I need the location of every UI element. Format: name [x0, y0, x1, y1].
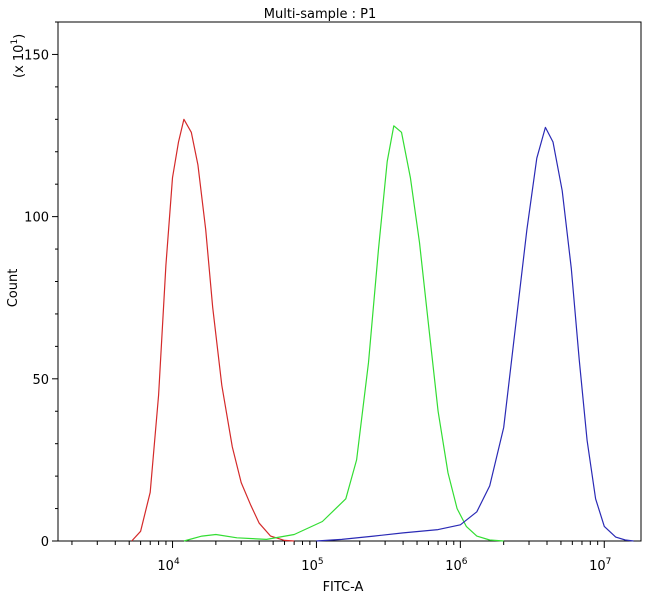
y-tick-label: 100 — [24, 211, 49, 226]
x-axis-label: FITC-A — [323, 580, 364, 595]
svg-text:(x 101): (x 101) — [10, 34, 27, 78]
y-multiplier-text: (x 10 — [12, 45, 27, 78]
y-tick-label: 50 — [32, 373, 49, 388]
data-series — [131, 118, 634, 542]
y-tick-label: 0 — [41, 535, 49, 550]
y-axis-multiplier: (x 101) — [10, 34, 27, 78]
plot-frame — [57, 21, 642, 542]
x-tick-label: 107 — [589, 557, 611, 574]
series-line-2 — [183, 125, 504, 542]
chart-title: Multi-sample : P1 — [264, 7, 377, 22]
series-line-3 — [316, 126, 634, 542]
x-tick-label: 106 — [445, 557, 468, 574]
x-tick-label: 105 — [301, 557, 323, 574]
axis-ticks: 0 50 100 150 104 105 106 107 — [24, 21, 611, 574]
y-tick-label: 150 — [24, 48, 49, 63]
x-tick-label: 104 — [157, 557, 180, 574]
y-multiplier-exp: 1 — [10, 39, 20, 45]
series-line-1 — [131, 118, 295, 542]
y-axis-label: Count — [6, 269, 21, 308]
y-multiplier-close: ) — [12, 34, 27, 39]
